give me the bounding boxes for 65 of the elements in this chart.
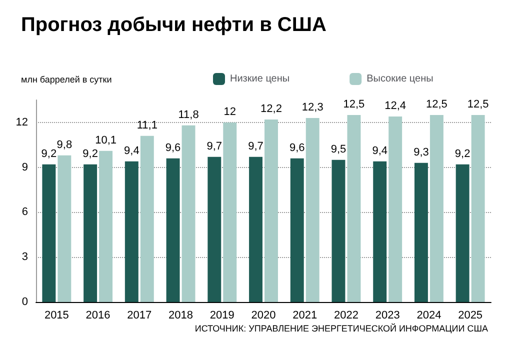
legend-label: Низкие цены — [230, 74, 290, 84]
x-tick-label: 2023 — [375, 310, 400, 322]
bar — [140, 136, 154, 302]
y-tick-label: 3 — [22, 251, 28, 264]
bar — [99, 150, 113, 302]
bar — [124, 161, 138, 302]
x-tick-label: 2016 — [86, 310, 110, 322]
bar — [306, 118, 320, 302]
data-label: 9,4 — [372, 144, 388, 157]
data-label: 9,7 — [248, 140, 264, 152]
x-tick-label: 2015 — [44, 310, 69, 322]
data-label: 12,5 — [467, 98, 489, 110]
x-tick-label: 2025 — [458, 310, 483, 322]
text: ИСТОЧНИК: УПРАВЛЕНИЕ ЭНЕРГЕТИЧЕСКОЙ ИНФОРМАЦИИ США — [194, 322, 488, 334]
data-label: 12 — [224, 106, 236, 118]
x-tick-label: 2024 — [416, 310, 442, 322]
bar — [84, 164, 98, 302]
bar — [223, 122, 237, 302]
x-tick-label: 2019 — [210, 310, 234, 322]
data-label: 12,3 — [302, 101, 324, 114]
data-label: 11,8 — [178, 108, 199, 121]
data-label: 10,1 — [95, 134, 116, 146]
bar — [249, 156, 262, 302]
data-label: 12,4 — [384, 100, 406, 112]
bar — [42, 164, 56, 302]
data-label: 9,2 — [82, 148, 98, 160]
bar — [347, 114, 361, 302]
y-tick-label: 6 — [22, 206, 28, 218]
legend-label: Высокие цены — [366, 74, 434, 84]
data-label: 12,5 — [426, 98, 448, 110]
bar — [290, 158, 304, 302]
data-label: 9,4 — [124, 144, 140, 157]
bar — [208, 156, 222, 302]
data-label: 9,3 — [414, 146, 429, 158]
x-tick-label: 2021 — [292, 310, 318, 322]
bar — [456, 164, 470, 302]
data-label: 9,2 — [454, 148, 470, 160]
data-label: 12,2 — [260, 102, 282, 115]
data-label: 9,8 — [56, 138, 72, 151]
data-label: 11,1 — [136, 119, 158, 132]
chart-title: Прогноз добычи нефти в США — [21, 14, 326, 36]
x-tick-label: 2018 — [168, 310, 194, 322]
data-label: 9,5 — [330, 143, 346, 156]
x-tick-label: 2020 — [251, 310, 276, 322]
bar — [332, 160, 346, 302]
y-tick-label: 0 — [22, 296, 28, 308]
data-label: 12,5 — [343, 98, 365, 110]
data-label: 9,6 — [165, 142, 181, 154]
data-label: 9,7 — [206, 140, 222, 152]
y-axis-title: млн баррелей в сутки — [21, 74, 112, 84]
bar — [166, 158, 180, 302]
bar — [373, 161, 387, 302]
bar — [471, 114, 485, 302]
bar — [264, 119, 278, 302]
bar — [58, 155, 72, 302]
y-tick-label: 12 — [16, 116, 28, 128]
y-tick-label: 9 — [22, 161, 28, 174]
x-tick-label: 2017 — [127, 310, 152, 322]
data-label: 9,2 — [41, 148, 57, 160]
data-label: 9,6 — [289, 142, 305, 154]
x-tick-label: 2022 — [334, 310, 358, 322]
bar — [414, 162, 428, 302]
bar — [182, 125, 196, 302]
bar — [430, 114, 444, 302]
bar — [388, 116, 402, 302]
